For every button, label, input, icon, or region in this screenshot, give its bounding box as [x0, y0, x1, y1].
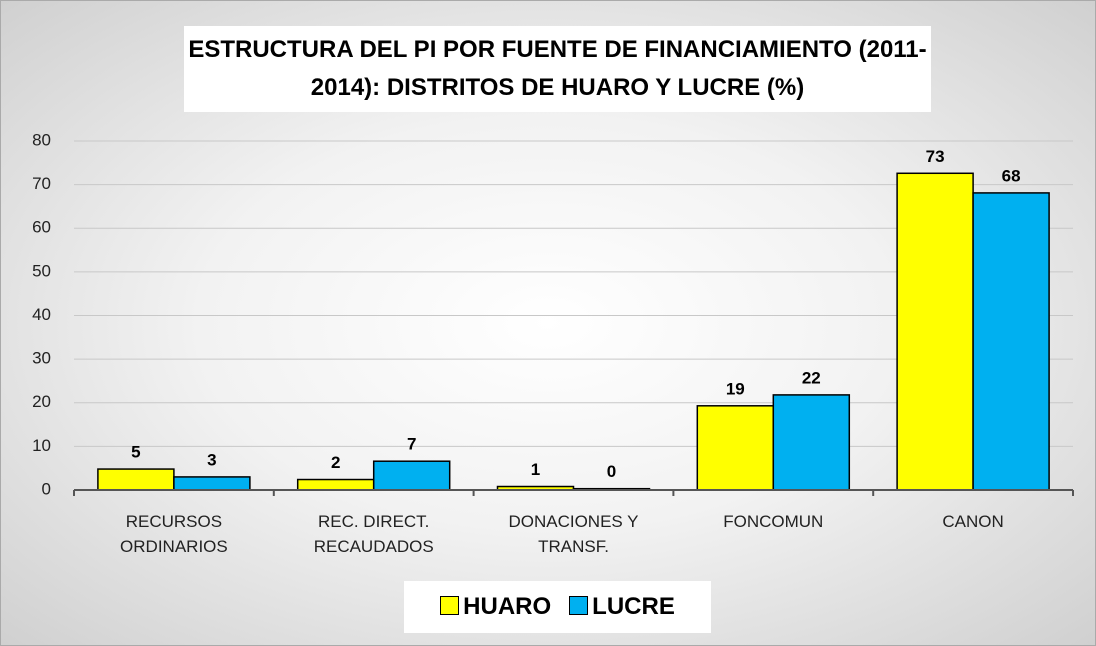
y-tick-label: 40 [32, 305, 51, 324]
legend-label: HUARO [463, 593, 552, 620]
y-tick-label: 50 [32, 261, 51, 280]
y-tick-label: 20 [32, 392, 51, 411]
data-label: 5 [131, 443, 140, 462]
legend-item: LUCRE [569, 593, 675, 621]
y-tick-label: 60 [32, 218, 51, 237]
x-tick-label: CANON [942, 512, 1004, 531]
bar [972, 192, 1050, 491]
y-tick-label: 30 [32, 349, 51, 368]
legend: HUARO LUCRE [404, 581, 711, 633]
data-label: 1 [531, 460, 540, 479]
data-label: 73 [926, 147, 945, 166]
bar [896, 172, 974, 491]
legend-item: HUARO [440, 593, 551, 621]
legend-label: LUCRE [592, 593, 675, 620]
y-tick-label: 10 [32, 436, 51, 455]
x-tick-label: FONCOMUN [723, 512, 824, 531]
data-label: 19 [726, 379, 745, 398]
x-tick-label: REC. DIRECT. RECAUDADOS [313, 512, 434, 556]
data-label: 7 [407, 435, 416, 454]
legend-swatch [569, 596, 589, 615]
bar [696, 405, 775, 491]
bar [296, 478, 375, 491]
chart-title: ESTRUCTURA DEL PI POR FUENTE DE FINANCIA… [184, 26, 931, 112]
bar [372, 460, 451, 491]
data-label: 2 [331, 453, 340, 472]
data-label: 22 [802, 368, 821, 387]
y-tick-label: 0 [42, 479, 51, 498]
x-tick-label: DONACIONES Y TRANSF. [508, 512, 639, 556]
bar [97, 468, 175, 491]
y-tick-label: 70 [32, 174, 51, 193]
y-tick-label: 80 [32, 130, 51, 149]
legend-swatch [440, 596, 460, 615]
data-label: 0 [607, 462, 616, 481]
bar [772, 394, 851, 491]
x-tick-label: RECURSOS ORDINARIOS [120, 512, 228, 556]
bar [173, 476, 251, 491]
data-label: 68 [1002, 166, 1021, 185]
data-label: 3 [207, 450, 216, 469]
